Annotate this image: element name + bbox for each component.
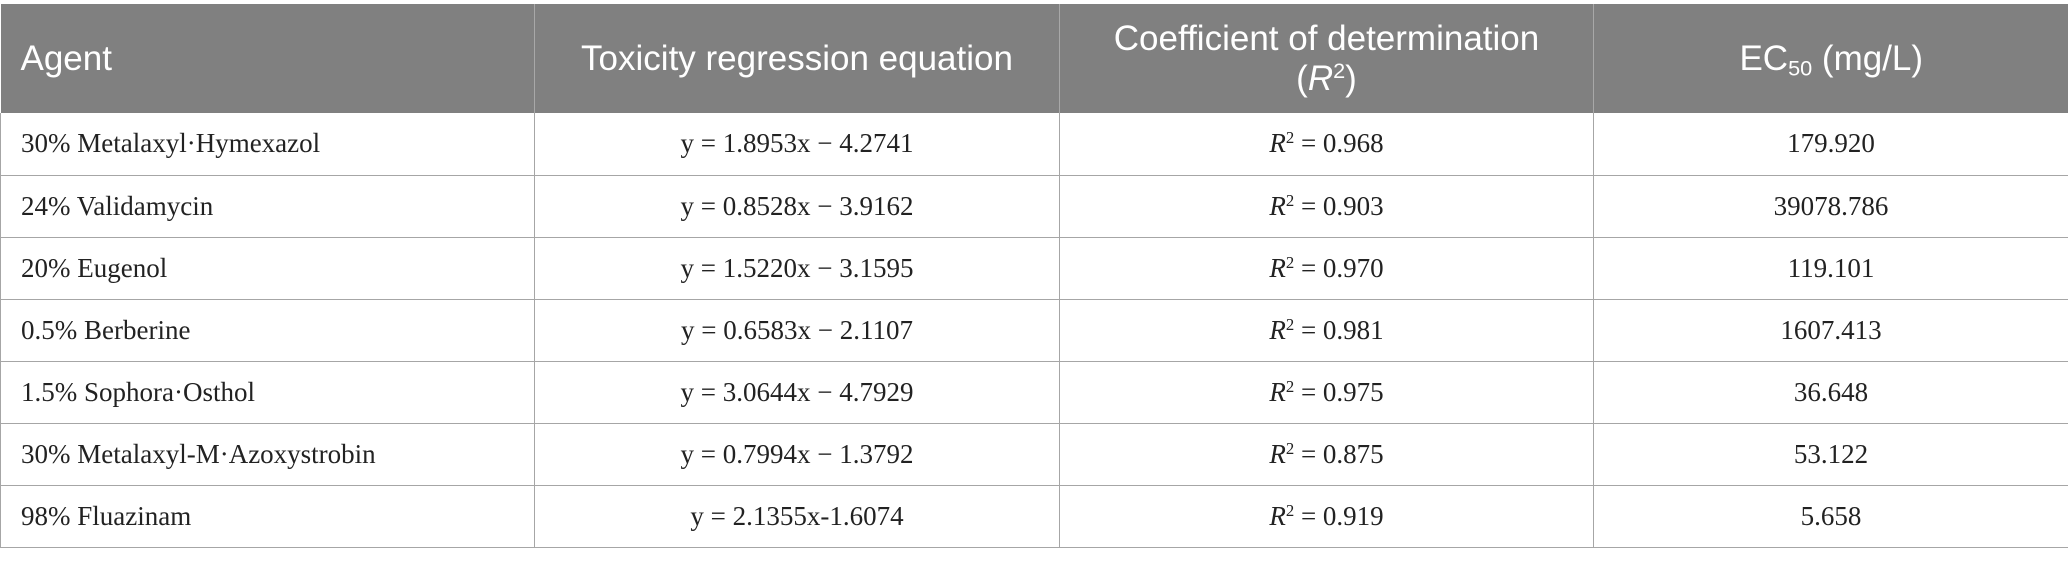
cell-r2: R2 = 0.975 (1059, 361, 1594, 424)
header-r2-symbol: R (1307, 58, 1334, 98)
cell-r2: R2 = 0.919 (1059, 485, 1594, 548)
cell-r2: R2 = 0.875 (1059, 423, 1594, 486)
cell-equation: y = 1.8953x − 4.2741 (534, 113, 1060, 176)
cell-r2-sup: 2 (1285, 314, 1295, 334)
cell-r2-symbol: R (1269, 252, 1286, 283)
header-r2-sup: 2 (1333, 57, 1346, 83)
header-r2: Coefficient of determination (R2) (1059, 4, 1594, 113)
cell-r2-symbol: R (1269, 128, 1286, 159)
toxicity-table-container: Agent Toxicity regression equation Coeff… (0, 4, 2068, 548)
cell-equation: y = 0.7994x − 1.3792 (534, 423, 1060, 486)
table-body: 30% Metalaxyl·Hymexazol y = 1.8953x − 4.2… (0, 113, 2068, 548)
table-row: 30% Metalaxyl-M·Azoxystrobin y = 0.7994x … (0, 423, 2068, 486)
header-row: Agent Toxicity regression equation Coeff… (0, 4, 2068, 113)
cell-ec50: 39078.786 (1593, 175, 2068, 238)
cell-ec50: 53.122 (1593, 423, 2068, 486)
cell-agent: 98% Fluazinam (0, 485, 535, 548)
cell-r2-equals: = (1294, 500, 1323, 531)
cell-r2: R2 = 0.970 (1059, 237, 1594, 300)
cell-r2-equals: = (1294, 438, 1323, 469)
header-r2-label: Coefficient of determination (1113, 18, 1540, 58)
cell-r2-equals: = (1294, 314, 1323, 345)
cell-equation: y = 2.1355x-1.6074 (534, 485, 1060, 548)
header-r2-open: ( (1296, 58, 1308, 98)
cell-r2-value: 0.903 (1322, 190, 1384, 221)
cell-r2-symbol: R (1269, 190, 1286, 221)
table-row: 0.5% Berberine y = 0.6583x − 2.1107 R2 = 0… (0, 299, 2068, 362)
cell-ec50: 5.658 (1593, 485, 2068, 548)
cell-r2-sup: 2 (1285, 252, 1295, 272)
cell-r2-equals: = (1294, 252, 1323, 283)
cell-r2-value: 0.919 (1322, 500, 1384, 531)
toxicity-table: Agent Toxicity regression equation Coeff… (0, 4, 2068, 548)
header-ec50: EC50 (mg/L) (1593, 4, 2068, 113)
header-ec-prefix: EC (1739, 38, 1789, 78)
header-r2-close: ) (1345, 58, 1357, 98)
table-row: 20% Eugenol y = 1.5220x − 3.1595 R2 = 0.97… (0, 237, 2068, 300)
cell-r2-sup: 2 (1285, 500, 1295, 520)
header-ec-sub: 50 (1788, 54, 1813, 80)
cell-r2-equals: = (1294, 376, 1323, 407)
header-agent-label: Agent (20, 38, 112, 78)
table-header: Agent Toxicity regression equation Coeff… (0, 4, 2068, 113)
cell-equation: y = 1.5220x − 3.1595 (534, 237, 1060, 300)
header-ec-unit: (mg/L) (1812, 38, 1924, 78)
cell-r2-value: 0.968 (1322, 128, 1384, 159)
cell-r2-equals: = (1294, 190, 1323, 221)
table-row: 30% Metalaxyl·Hymexazol y = 1.8953x − 4.2… (0, 113, 2068, 176)
cell-equation: y = 0.8528x − 3.9162 (534, 175, 1060, 238)
cell-r2-value: 0.875 (1322, 438, 1384, 469)
cell-r2: R2 = 0.903 (1059, 175, 1594, 238)
cell-agent: 30% Metalaxyl·Hymexazol (0, 113, 535, 176)
cell-r2-symbol: R (1269, 314, 1286, 345)
cell-agent: 30% Metalaxyl-M·Azoxystrobin (0, 423, 535, 486)
cell-r2-value: 0.970 (1322, 252, 1384, 283)
cell-r2-symbol: R (1269, 500, 1286, 531)
cell-agent: 20% Eugenol (0, 237, 535, 300)
cell-r2-sup: 2 (1285, 438, 1295, 458)
cell-r2-sup: 2 (1285, 190, 1295, 210)
cell-ec50: 1607.413 (1593, 299, 2068, 362)
cell-r2-value: 0.975 (1322, 376, 1384, 407)
cell-r2: R2 = 0.981 (1059, 299, 1594, 362)
cell-r2-equals: = (1294, 128, 1323, 159)
cell-r2-sup: 2 (1285, 376, 1295, 396)
cell-equation: y = 0.6583x − 2.1107 (534, 299, 1060, 362)
cell-r2-symbol: R (1269, 376, 1286, 407)
table-row: 98% Fluazinam y = 2.1355x-1.6074 R2 = 0.91… (0, 485, 2068, 548)
table-row: 24% Validamycin y = 0.8528x − 3.9162 R2 = … (0, 175, 2068, 238)
cell-equation: y = 3.0644x − 4.7929 (534, 361, 1060, 424)
table-row: 1.5% Sophora·Osthol y = 3.0644x − 4.7929 R… (0, 361, 2068, 424)
cell-r2-sup: 2 (1285, 128, 1295, 148)
header-equation-label: Toxicity regression equation (581, 38, 1013, 78)
header-equation: Toxicity regression equation (534, 4, 1060, 113)
cell-r2-value: 0.981 (1322, 314, 1384, 345)
cell-r2-symbol: R (1269, 438, 1286, 469)
cell-r2: R2 = 0.968 (1059, 113, 1594, 176)
cell-agent: 24% Validamycin (0, 175, 535, 238)
cell-ec50: 36.648 (1593, 361, 2068, 424)
cell-ec50: 119.101 (1593, 237, 2068, 300)
cell-agent: 1.5% Sophora·Osthol (0, 361, 535, 424)
cell-agent: 0.5% Berberine (0, 299, 535, 362)
cell-ec50: 179.920 (1593, 113, 2068, 176)
header-agent: Agent (0, 4, 535, 113)
